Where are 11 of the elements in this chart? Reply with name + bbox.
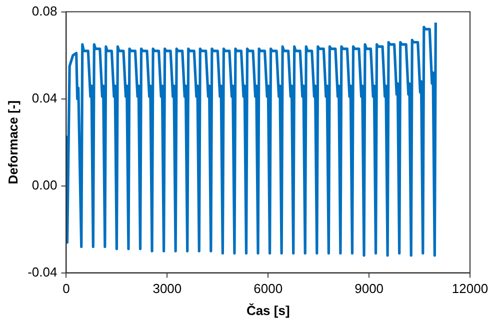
x-axis-title: Čas [s] [246,302,290,318]
x-tick-label: 3000 [152,281,182,296]
y-tick-label: 0.04 [32,90,58,106]
y-axis-title: Deformace [-] [5,100,20,184]
y-tick-label: -0.04 [28,264,58,280]
y-tick-label: 0.08 [32,3,58,18]
x-tick-label: 9000 [354,281,384,296]
y-tick-label: 0.00 [32,177,58,192]
x-tick-label: 0 [62,281,70,296]
x-tick-label: 12000 [452,281,488,296]
x-tick-label: 6000 [254,281,283,296]
